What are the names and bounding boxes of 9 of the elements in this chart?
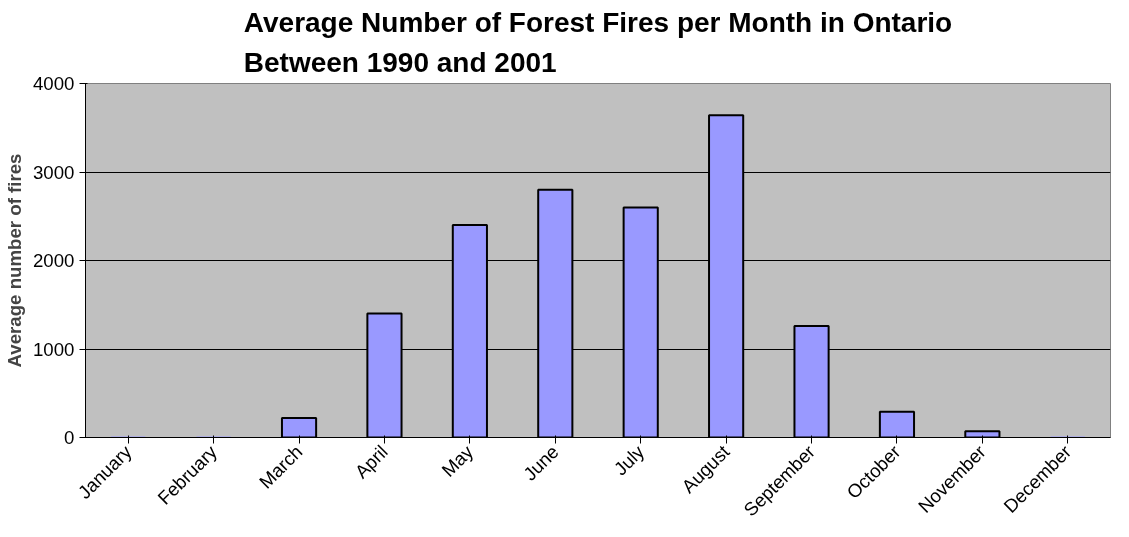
y-tick-label: 0 bbox=[64, 427, 75, 448]
y-tick-label: 3000 bbox=[33, 161, 75, 183]
x-tick-label: May bbox=[437, 440, 478, 481]
x-tick-label: July bbox=[609, 440, 649, 480]
y-tick-label: 2000 bbox=[33, 250, 75, 271]
y-axis-title: Average number of fires bbox=[4, 153, 25, 368]
y-tick-label: 1000 bbox=[33, 338, 75, 360]
chart-title: Average Number of Forest Fires per Month in Ontario Between 1990 and 2001 bbox=[243, 7, 953, 79]
y-tick-label: 4000 bbox=[33, 73, 75, 94]
